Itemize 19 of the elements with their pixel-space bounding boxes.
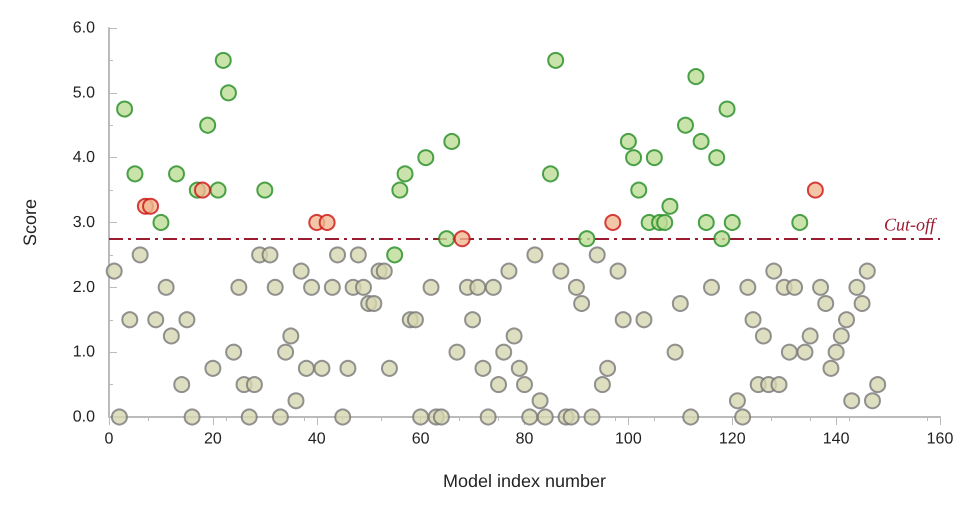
y-tick-label: 4.0 <box>72 149 96 166</box>
y-tick-label: 2.0 <box>72 278 96 296</box>
x-tick-label: 60 <box>412 430 430 448</box>
x-tick-label: 40 <box>308 430 326 448</box>
ref-line-label: Cut-off <box>884 214 938 235</box>
y-axis-title: Score <box>20 198 40 246</box>
x-tick-label: 20 <box>204 430 222 448</box>
x-tick-label: 80 <box>516 430 534 448</box>
x-tick-label: 120 <box>718 430 746 448</box>
y-tick-label: 0.0 <box>72 408 96 426</box>
y-tick-label: 5.0 <box>72 84 96 102</box>
x-tick-label: 100 <box>615 430 642 448</box>
x-tick-label: 160 <box>926 430 954 448</box>
y-tick-label: 1.0 <box>72 344 96 361</box>
y-tick-label: 3.0 <box>72 214 96 231</box>
x-tick-label: 0 <box>104 430 114 448</box>
y-tick-label: 6.0 <box>72 20 96 36</box>
x-axis-title: Model index number <box>442 471 606 491</box>
x-tick-label: 140 <box>822 430 850 448</box>
